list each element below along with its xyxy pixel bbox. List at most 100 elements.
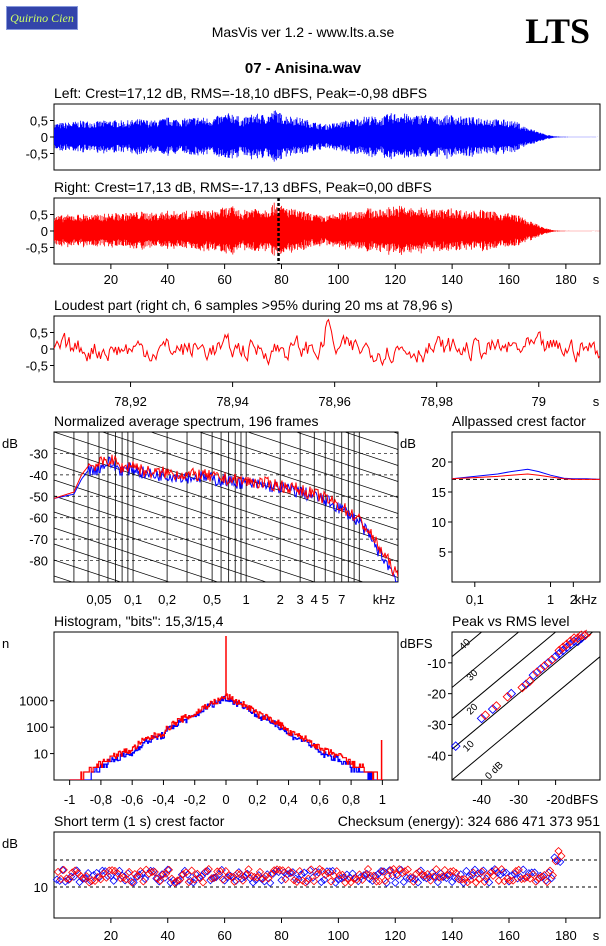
short-term-crest-point-right — [341, 878, 350, 887]
peak-rms-point-left — [554, 648, 565, 659]
short-term-crest-point-right — [503, 874, 512, 883]
peak-rms-point-left — [543, 657, 554, 668]
short-term-crest-point-right — [500, 877, 509, 886]
peak-rms-point-right — [572, 633, 583, 644]
short-term-crest-point-left — [317, 877, 326, 887]
short-term-crest-point-right — [241, 870, 250, 879]
spectrum-ytick-label: -50 — [29, 489, 48, 504]
peak-rms-diagonal — [452, 632, 557, 719]
short-term-crest-point-right — [295, 867, 304, 876]
short-term-crest-point-right — [452, 868, 461, 878]
right-channel-xtick-label: 20 — [104, 272, 118, 287]
short-term-crest-ytick-label: 10 — [34, 880, 48, 895]
histogram-ytick-label: 1000 — [19, 694, 48, 709]
spectrum-xtick-label: 0,2 — [158, 592, 176, 607]
histogram-xtick-label: 0,4 — [280, 792, 298, 807]
logo: Quirino Cien — [6, 6, 78, 30]
spectrum-series-right — [54, 454, 398, 577]
right-channel-xunit: s — [593, 272, 600, 287]
peak-rms-point-right — [502, 691, 513, 702]
short-term-crest-point-right — [258, 874, 267, 883]
short-term-crest-point-right — [548, 871, 557, 880]
crest-xunit: kHz — [575, 592, 597, 607]
histogram-series-right — [69, 693, 383, 780]
histogram-xtick-label: 1 — [379, 792, 386, 807]
short-term-crest-point-right — [130, 869, 139, 879]
peak-rms-xlabel: dBFS — [566, 792, 599, 807]
histogram-xtick-label: 0 — [222, 792, 229, 807]
short-term-crest-point-right — [477, 867, 486, 876]
short-term-crest-frame — [53, 831, 601, 919]
short-term-crest-point-right — [361, 871, 370, 880]
histogram-xtick-label: -1 — [64, 792, 76, 807]
short-term-crest-point-right — [147, 867, 156, 877]
spectrum-slope-line — [101, 432, 398, 530]
short-term-crest-point-right — [304, 874, 313, 883]
short-term-crest-xunit: s — [593, 928, 600, 943]
left-channel-waveform — [54, 110, 598, 162]
short-term-crest-point-right — [400, 867, 410, 876]
short-term-crest-point-right — [378, 867, 387, 876]
short-term-crest-point-right — [369, 871, 378, 880]
short-term-crest-point-right — [255, 867, 265, 877]
short-term-crest-point-right — [309, 877, 319, 886]
short-term-crest-point-left — [163, 865, 172, 874]
short-term-crest-point-right — [489, 871, 498, 880]
short-term-crest-point-left — [78, 874, 87, 883]
short-term-crest-point-left — [479, 866, 488, 875]
short-term-crest-point-right — [454, 875, 464, 884]
peak-rms-point-right — [539, 661, 550, 671]
short-term-crest-point-right — [469, 868, 478, 877]
peak-rms-point-right — [532, 667, 542, 677]
short-term-crest-point-right — [420, 871, 429, 880]
short-term-crest-xtick-label: 100 — [328, 928, 350, 943]
short-term-crest-xtick-label: 160 — [498, 928, 520, 943]
peak-rms-point-right — [547, 654, 557, 665]
short-term-crest-point-right — [315, 864, 324, 874]
short-term-crest-point-right — [312, 870, 321, 879]
short-term-crest-point-right — [423, 869, 432, 879]
short-term-crest-point-right — [398, 868, 407, 878]
short-term-crest-point-right — [253, 873, 262, 882]
short-term-crest-point-right — [449, 867, 458, 876]
short-term-crest-point-right — [281, 875, 290, 884]
right-channel-title: Right: Crest=17,13 dB, RMS=-17,13 dBFS, … — [54, 179, 432, 195]
short-term-crest-point-right — [355, 870, 364, 879]
short-term-crest-point-right — [523, 872, 532, 882]
short-term-crest-point-right — [176, 875, 185, 884]
short-term-crest-point-right — [508, 876, 518, 885]
histogram-xtick-label: 0,6 — [311, 792, 329, 807]
short-term-crest-point-right — [184, 878, 193, 887]
left-channel-title: Left: Crest=17,12 dB, RMS=-18,10 dBFS, P… — [54, 85, 427, 101]
short-term-crest-point-right — [440, 866, 449, 875]
loudest-part-ytick-label: 0 — [41, 342, 48, 357]
short-term-crest-point-right — [71, 866, 80, 875]
peak-rms-point-right — [554, 645, 565, 656]
short-term-crest-point-left — [385, 866, 394, 875]
short-term-crest-point-right — [267, 869, 276, 879]
crest-xtick-label: 2 — [570, 592, 577, 607]
short-term-crest-point-right — [56, 874, 65, 884]
peak-rms-diagonal-label: 20 — [465, 701, 481, 717]
loudest-part-ytick-label: -0,5 — [26, 359, 48, 374]
short-term-crest-point-left — [445, 870, 454, 880]
short-term-crest-point-right — [82, 872, 91, 881]
loudest-part-xtick-label: 78,98 — [420, 394, 453, 409]
left-channel-series — [54, 110, 598, 162]
peak-rms-point-left — [450, 741, 461, 751]
short-term-crest-xtick-label: 20 — [104, 928, 118, 943]
spectrum-xunit: kHz — [373, 592, 395, 607]
right-channel-ytick-label: 0,5 — [30, 208, 48, 223]
loudest-part-xtick-label: 79 — [532, 394, 546, 409]
short-term-crest-point-left — [58, 865, 67, 875]
peak-rms-point-left — [550, 651, 561, 662]
short-term-crest-point-left — [112, 872, 121, 881]
short-term-crest-point-right — [210, 873, 219, 882]
right-channel-xtick-label: 120 — [384, 272, 406, 287]
short-term-crest-point-right — [292, 877, 302, 887]
crest-ytick-label: 10 — [432, 515, 446, 530]
short-term-crest-point-right — [261, 872, 270, 881]
short-term-crest-point-right — [412, 869, 421, 878]
short-term-crest-point-right — [344, 875, 353, 884]
